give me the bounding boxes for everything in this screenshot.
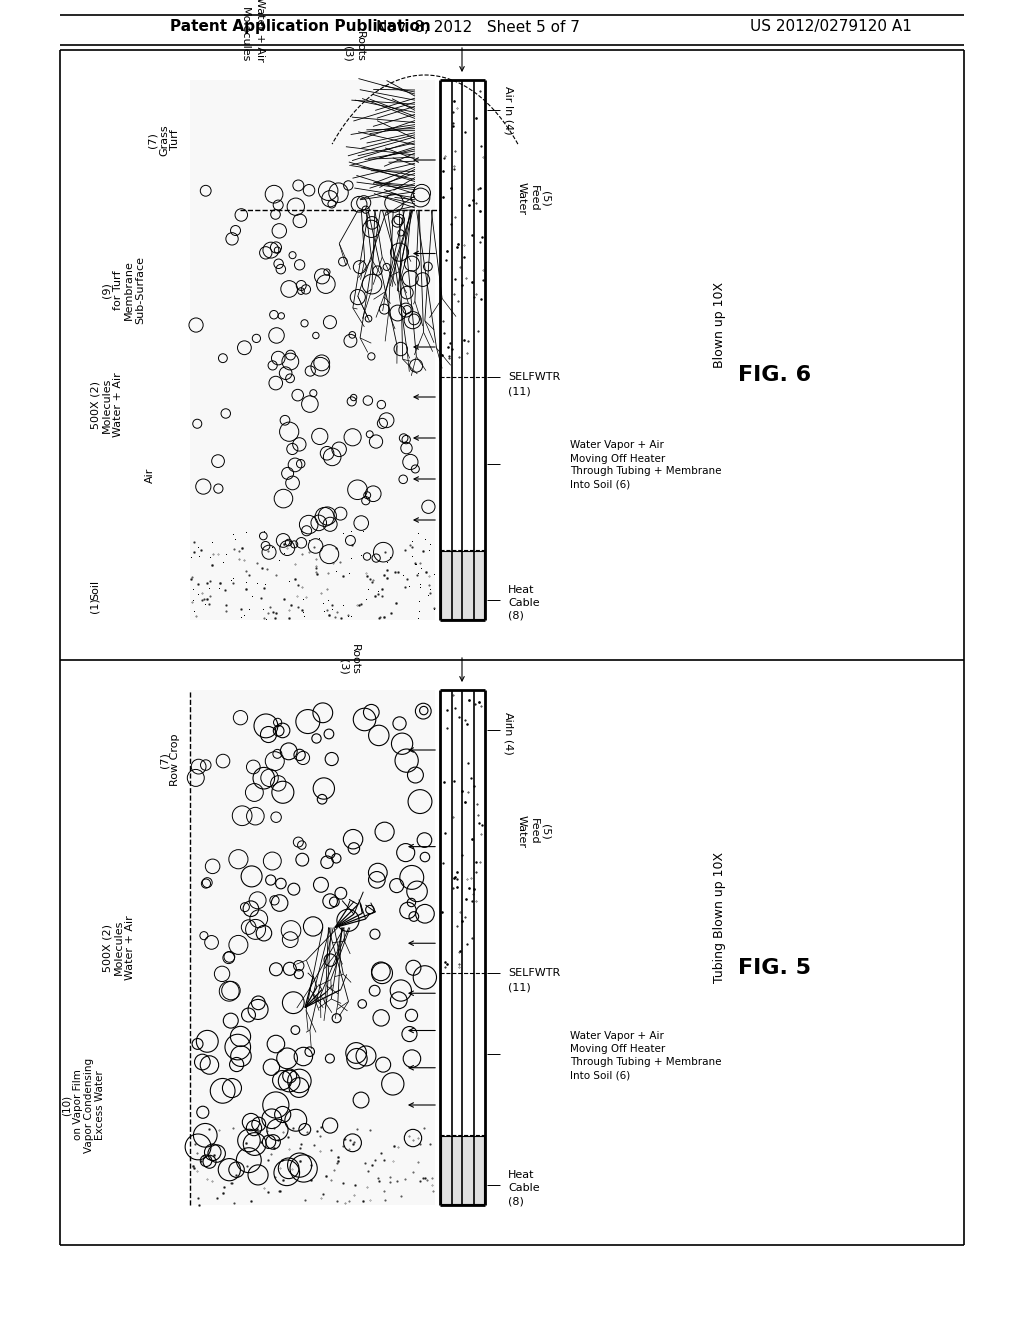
Text: (5): (5): [541, 191, 551, 207]
Text: Moving Off Heater: Moving Off Heater: [570, 454, 666, 463]
Text: FIG. 5: FIG. 5: [738, 957, 811, 978]
Text: Turf: Turf: [170, 129, 180, 150]
Text: (10): (10): [62, 1094, 72, 1115]
Text: Nov. 8, 2012   Sheet 5 of 7: Nov. 8, 2012 Sheet 5 of 7: [376, 20, 580, 34]
Text: Feed: Feed: [529, 818, 539, 845]
Bar: [441, 550, 484, 619]
Text: Water Vapor + Air: Water Vapor + Air: [570, 1031, 664, 1041]
Text: (9): (9): [102, 282, 112, 298]
Text: for Turf: for Turf: [113, 271, 123, 310]
Text: Through Tubing + Membrane: Through Tubing + Membrane: [570, 466, 722, 477]
Text: Air: Air: [145, 467, 155, 483]
Text: Excess Water: Excess Water: [95, 1071, 105, 1140]
Text: (11): (11): [508, 982, 530, 993]
Polygon shape: [190, 690, 435, 1205]
Text: Membrane: Membrane: [124, 260, 134, 319]
Text: Molecules: Molecules: [240, 7, 250, 62]
Text: (3): (3): [343, 46, 353, 62]
Text: Molecules: Molecules: [114, 920, 124, 975]
Text: Water + Air: Water + Air: [125, 915, 135, 979]
Text: (8): (8): [508, 1196, 524, 1206]
Text: Heat: Heat: [508, 1170, 535, 1180]
Text: Into Soil (6): Into Soil (6): [570, 1071, 630, 1080]
Text: Water Vapor + Air: Water Vapor + Air: [570, 441, 664, 450]
Text: SELFWTR: SELFWTR: [508, 969, 560, 978]
Text: 500X (2): 500X (2): [103, 924, 113, 972]
Text: on Vapor Film: on Vapor Film: [73, 1069, 83, 1140]
Text: Tubing Blown up 10X: Tubing Blown up 10X: [714, 851, 726, 983]
Text: Water + Air: Water + Air: [255, 0, 265, 62]
Text: Blown up 10X: Blown up 10X: [714, 282, 726, 368]
Text: Patent Application Publication: Patent Application Publication: [170, 20, 431, 34]
Text: Moving Off Heater: Moving Off Heater: [570, 1044, 666, 1055]
Text: Sub-Surface: Sub-Surface: [135, 256, 145, 323]
Text: Soil: Soil: [90, 579, 100, 601]
Text: (1): (1): [90, 597, 100, 612]
Text: Air: Air: [503, 713, 513, 727]
Text: Water + Air: Water + Air: [113, 372, 123, 437]
Text: Air In (4): Air In (4): [503, 86, 513, 135]
Text: FIG. 6: FIG. 6: [738, 366, 812, 385]
Text: Heat: Heat: [508, 585, 535, 595]
Text: Into Soil (6): Into Soil (6): [570, 479, 630, 490]
Text: Cable: Cable: [508, 598, 540, 609]
Bar: [441, 1137, 484, 1204]
Text: Molecules: Molecules: [102, 378, 112, 433]
Text: 500X (2): 500X (2): [91, 381, 101, 429]
Polygon shape: [190, 81, 435, 620]
Text: Water: Water: [517, 182, 527, 215]
Text: Feed: Feed: [529, 186, 539, 213]
Text: Water: Water: [517, 816, 527, 849]
Text: SELFWTR: SELFWTR: [508, 372, 560, 381]
Text: In (4): In (4): [503, 725, 513, 755]
Text: Grass: Grass: [159, 124, 169, 156]
Text: (11): (11): [508, 385, 530, 396]
Text: Through Tubing + Membrane: Through Tubing + Membrane: [570, 1057, 722, 1067]
Text: Roots: Roots: [350, 644, 360, 675]
Text: (3): (3): [338, 659, 348, 675]
Text: (8): (8): [508, 611, 524, 620]
Text: Row Crop: Row Crop: [170, 734, 180, 787]
Text: (5): (5): [541, 824, 551, 840]
Text: US 2012/0279120 A1: US 2012/0279120 A1: [750, 20, 912, 34]
Text: (7): (7): [159, 752, 169, 768]
Text: Vapor Condensing: Vapor Condensing: [84, 1057, 94, 1152]
Text: Cable: Cable: [508, 1183, 540, 1193]
Text: (7): (7): [148, 132, 158, 148]
Text: Roots: Roots: [355, 32, 365, 62]
